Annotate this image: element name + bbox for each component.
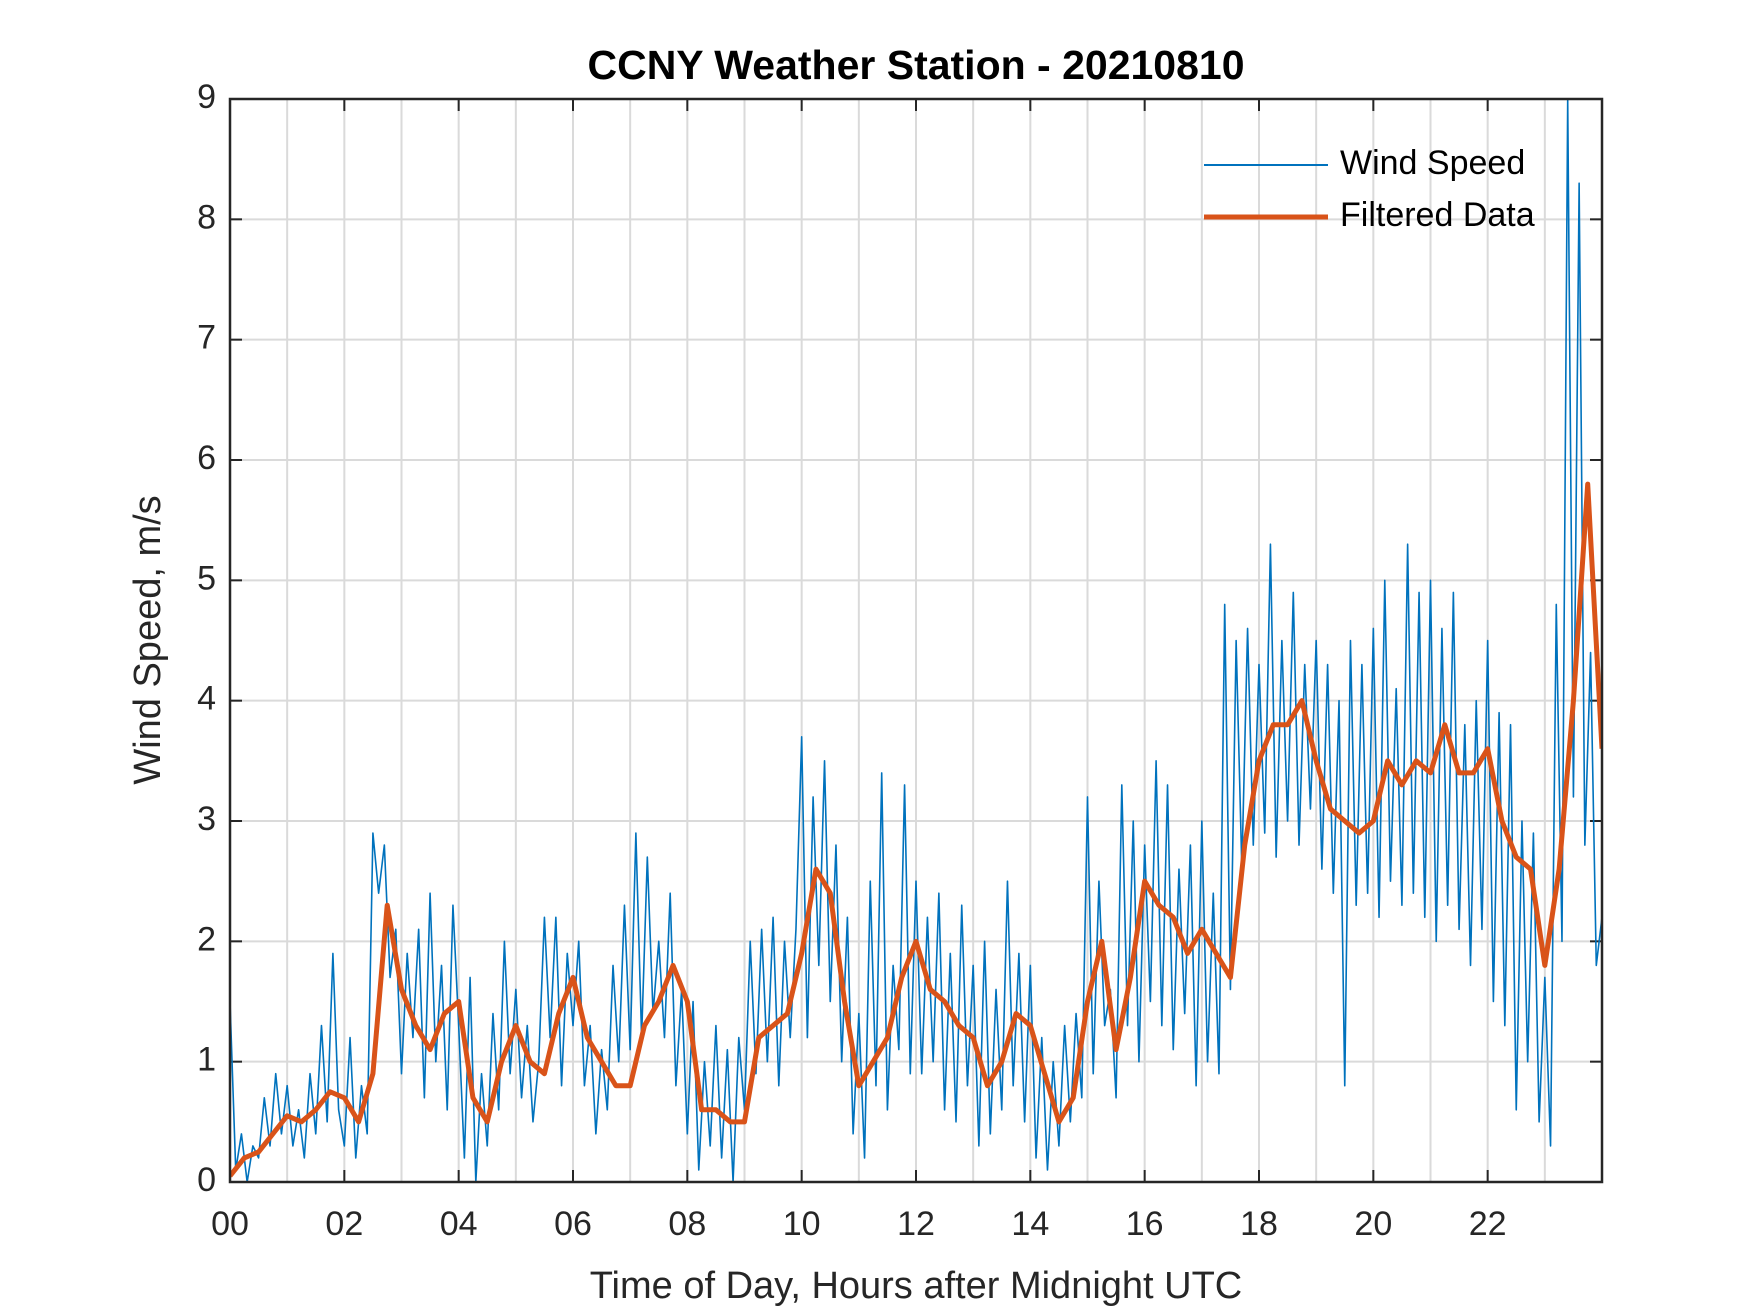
y-axis-label: Wind Speed, m/s	[127, 495, 169, 784]
x-axis-label: Time of Day, Hours after Midnight UTC	[590, 1265, 1243, 1307]
legend-label: Filtered Data	[1340, 196, 1535, 234]
y-tick-label: 1	[197, 1041, 216, 1079]
x-tick-label: 18	[1240, 1205, 1278, 1243]
axes-box	[228, 97, 1604, 1184]
y-tick-label: 4	[197, 680, 216, 718]
x-tick-label: 20	[1354, 1205, 1392, 1243]
y-tick-label: 5	[197, 559, 216, 597]
x-tick-label: 04	[440, 1205, 478, 1243]
x-tick-label: 22	[1469, 1205, 1507, 1243]
x-tick-label: 00	[211, 1205, 249, 1243]
x-tick-label: 14	[1011, 1205, 1049, 1243]
y-tick-label: 8	[197, 198, 216, 236]
y-tick-label: 2	[197, 920, 216, 958]
x-tick-label: 10	[783, 1205, 821, 1243]
y-tick-label: 6	[197, 439, 216, 477]
data-line	[230, 481, 1602, 1178]
x-tick-label: 02	[325, 1205, 363, 1243]
x-tick-label: 12	[897, 1205, 935, 1243]
x-tick-label: 16	[1126, 1205, 1164, 1243]
x-tick-label: 08	[668, 1205, 706, 1243]
y-tick-label: 9	[197, 78, 216, 116]
chart-title: CCNY Weather Station - 20210810	[587, 42, 1244, 88]
y-tick-label: 3	[197, 800, 216, 838]
y-tick-label: 7	[197, 319, 216, 357]
x-tick-label: 06	[554, 1205, 592, 1243]
data-line	[230, 99, 1602, 1182]
legend-label: Wind Speed	[1340, 144, 1525, 182]
y-tick-label: 0	[197, 1161, 216, 1199]
